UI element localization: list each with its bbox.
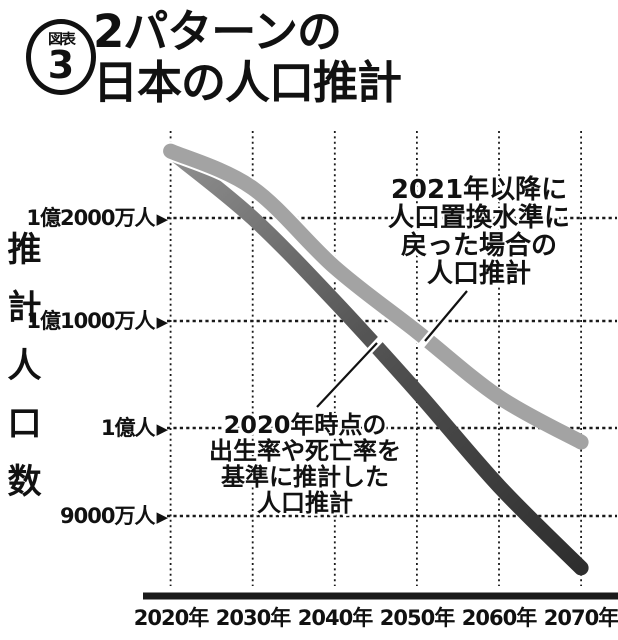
chart-title-line2: 日本の人口推計 <box>93 56 402 109</box>
y-tick-label: 1億人 <box>100 416 156 440</box>
badge-number: 3 <box>47 42 75 87</box>
y-axis-unit-label: 推計人口数 <box>1 231 41 521</box>
annotation-line: 出生率や死亡率を <box>209 437 401 465</box>
annotation-line: 人口置換水準に <box>387 203 570 233</box>
annotation-pointer-lines <box>311 285 473 413</box>
annotation-line: 人口推計 <box>426 259 531 289</box>
y-tick-label: 1億1000万人 <box>26 309 155 333</box>
tick-arrow-icon: ▶ <box>156 313 168 331</box>
chart-title-line1: 2パターンの <box>93 5 342 58</box>
figure-number-badge: 図表 3 <box>26 19 96 95</box>
annotation-line: 2020年時点の <box>223 411 387 439</box>
annotation-line: 人口推計 <box>257 489 353 517</box>
y-tick-90m: 9000万人 ▶ <box>0 503 168 529</box>
x-tick-2040: 2040年 <box>297 606 373 630</box>
annotation-replacement-scenario: 2021年以降に 人口置換水準に 戻った場合の 人口推計 <box>353 176 605 288</box>
tick-arrow-icon: ▶ <box>156 508 168 526</box>
tick-arrow-icon: ▶ <box>156 210 168 228</box>
x-tick-2020: 2020年 <box>133 606 209 630</box>
tick-arrow-icon: ▶ <box>156 420 168 438</box>
badge-label: 図表 <box>47 30 76 48</box>
grid-lines <box>167 131 617 586</box>
y-tick-100m: 1億人 ▶ <box>0 415 168 441</box>
x-tick-2070: 2070年 <box>543 606 618 630</box>
y-tick-120m: 1億2000万人 ▶ <box>0 205 168 231</box>
annotation-line: 戻った場合の <box>400 231 557 261</box>
y-tick-label: 9000万人 <box>60 504 155 528</box>
chart-title: 2パターンの 日本の人口推計 <box>93 5 402 109</box>
annotation-line: 基準に推計した <box>221 463 389 491</box>
y-tick-110m: 1億1000万人 ▶ <box>0 308 168 334</box>
annotation-baseline-scenario: 2020年時点の 出生率や死亡率を 基準に推計した 人口推計 <box>183 412 427 516</box>
y-tick-label: 1億2000万人 <box>26 206 155 230</box>
annotation-line: 2021年以降に <box>390 175 568 205</box>
x-tick-2060: 2060年 <box>461 606 537 630</box>
x-tick-2050: 2050年 <box>379 606 455 630</box>
x-tick-2030: 2030年 <box>215 606 291 630</box>
